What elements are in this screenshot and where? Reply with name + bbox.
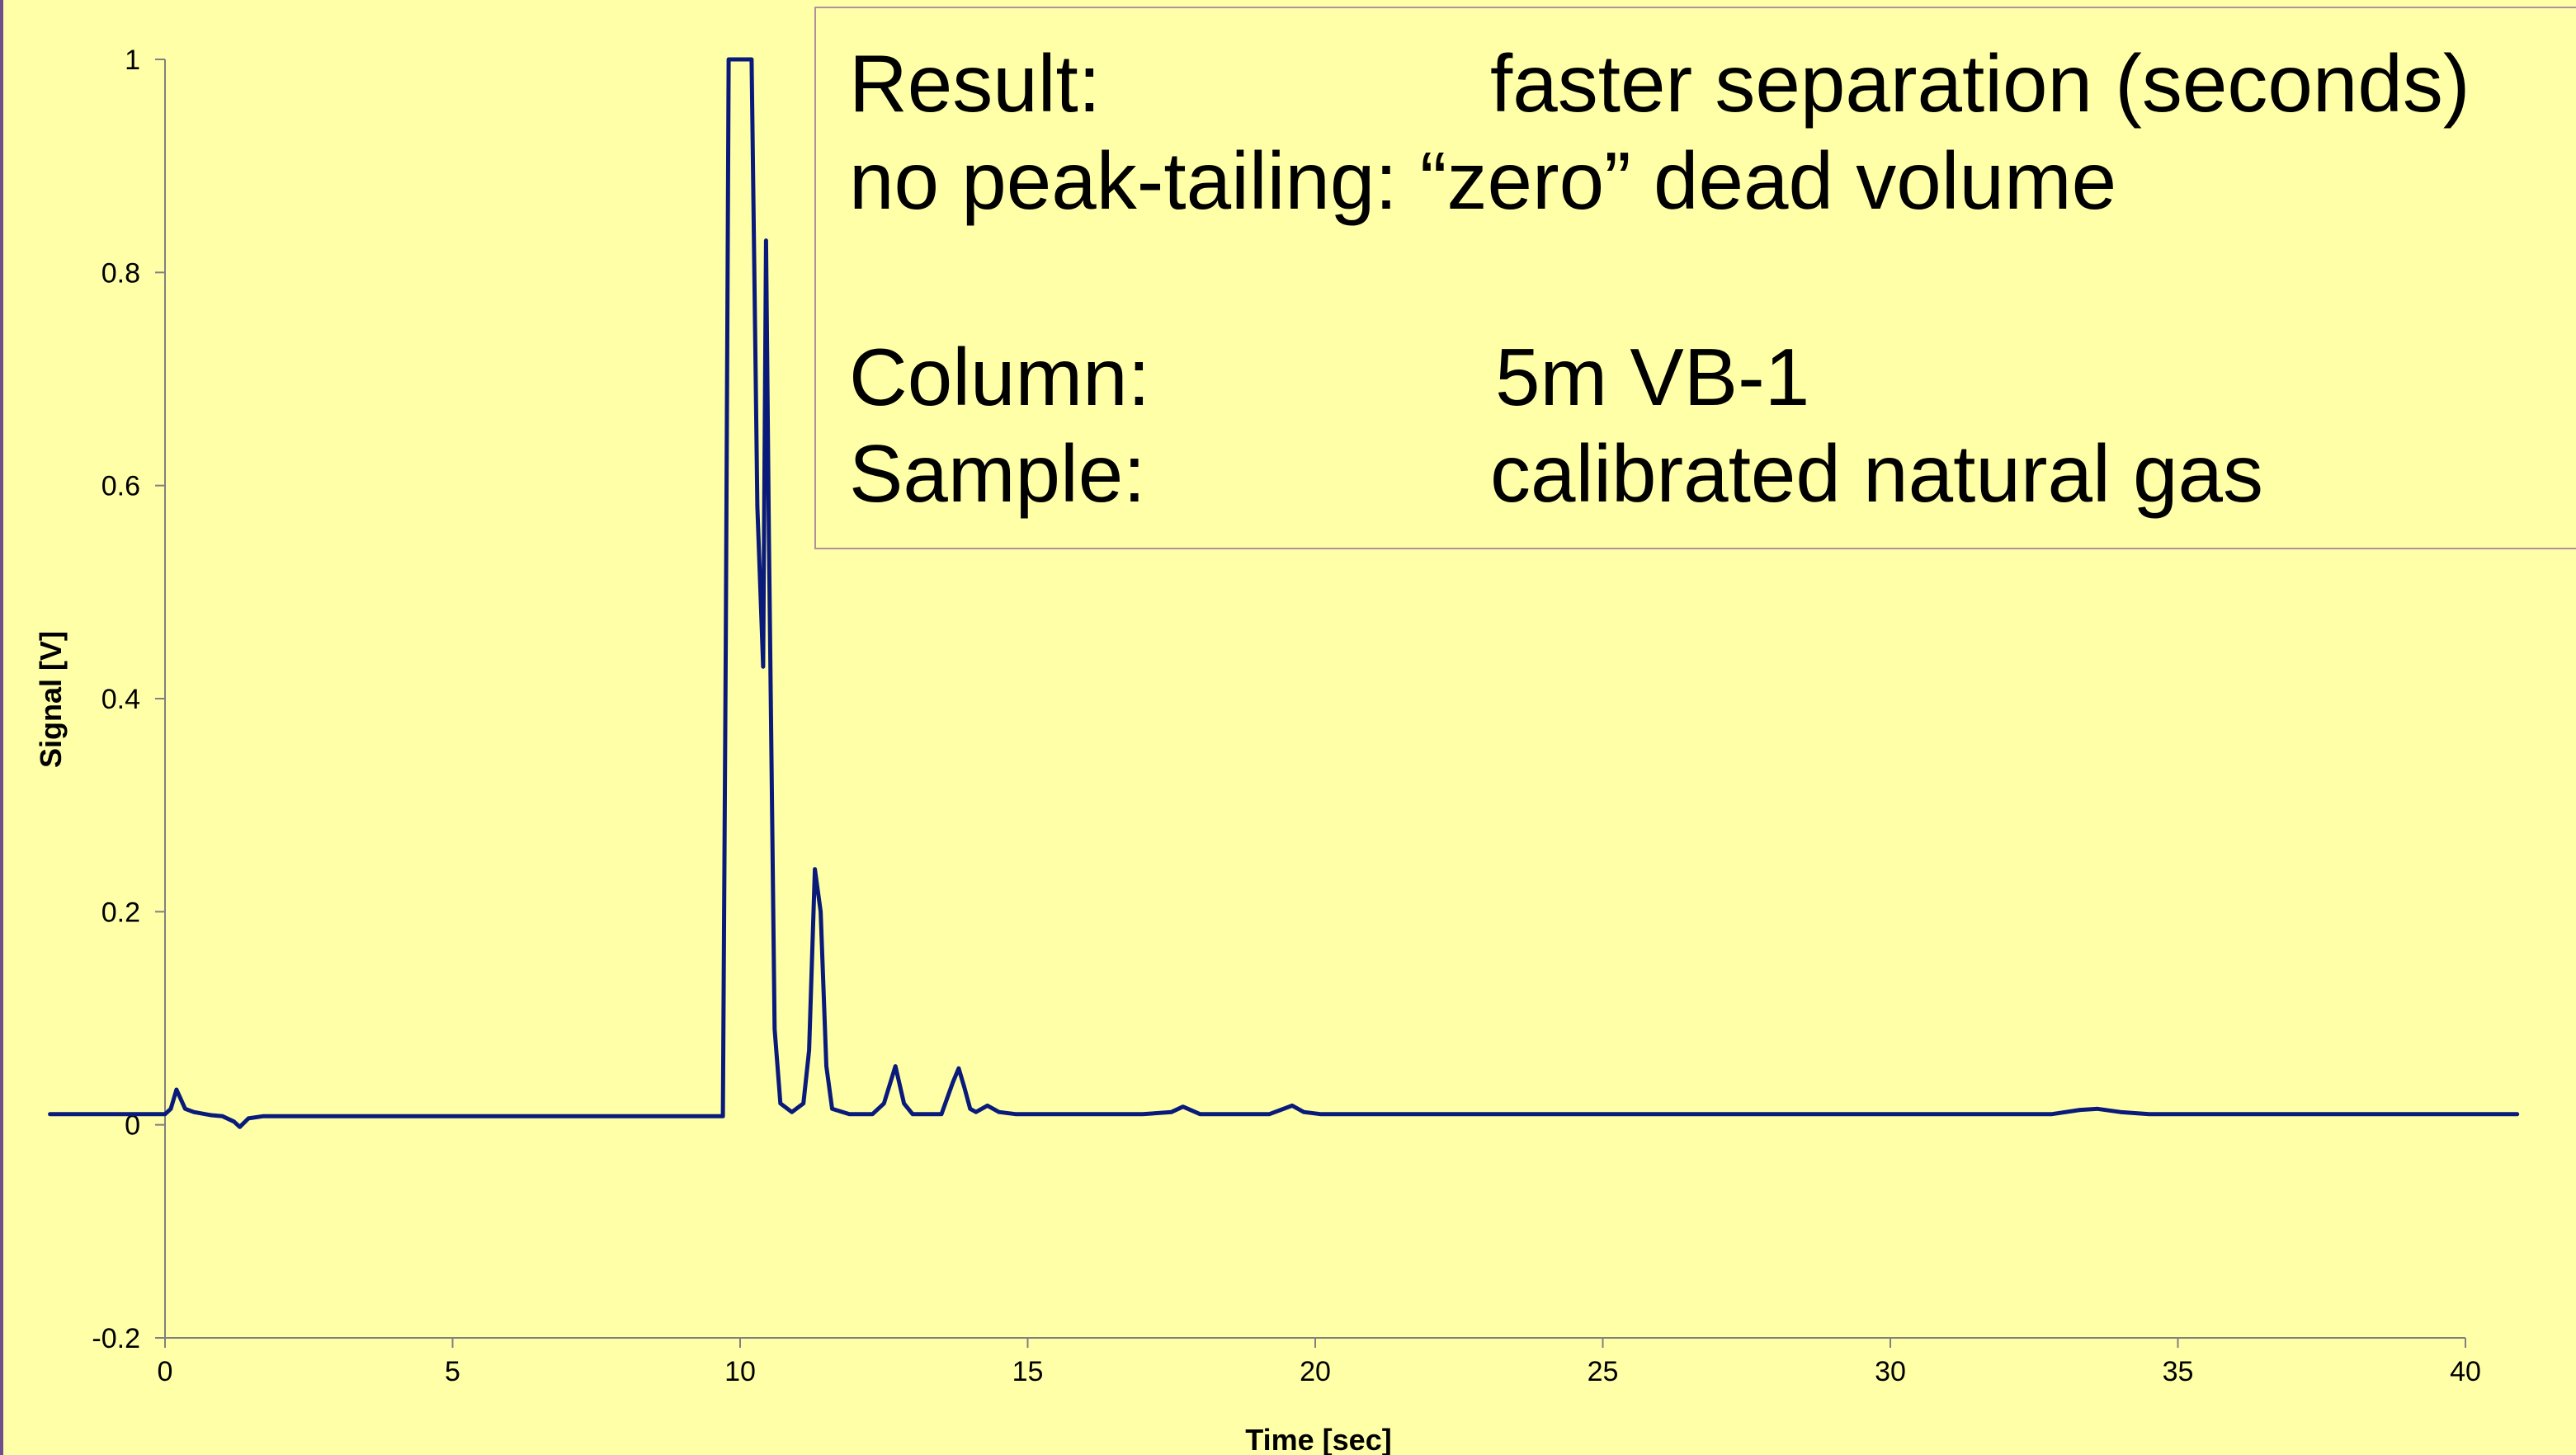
x-tick-label: 30 [1875, 1356, 1906, 1387]
slide-left-border [0, 0, 3, 1455]
y-tick-label: 0.6 [101, 471, 140, 502]
sample-value: calibrated natural gas [1490, 428, 2264, 519]
y-tick-label: 0.2 [101, 897, 140, 928]
result-value: faster separation (seconds) [1490, 38, 2470, 129]
signal-series-line [48, 57, 2520, 1129]
y-axis-title: Signal [V] [34, 631, 68, 768]
column-value: 5m VB-1 [1495, 332, 1810, 422]
x-tick-label: 35 [2163, 1356, 2194, 1387]
y-axis-ticks: -0.2 0 0.2 0.4 0.6 0.8 1 [92, 45, 165, 1354]
y-tick-label: 0.4 [101, 684, 140, 715]
x-axis-title: Time [sec] [1245, 1423, 1391, 1455]
x-tick-label: 40 [2450, 1356, 2481, 1387]
x-tick-label: 10 [724, 1356, 756, 1387]
y-tick-label: 1 [125, 45, 140, 76]
x-tick-label: 0 [158, 1356, 173, 1387]
x-tick-label: 25 [1588, 1356, 1619, 1387]
sample-label: Sample: [849, 428, 1146, 519]
y-tick-label: 0 [125, 1110, 140, 1142]
plot-area [48, 57, 2520, 1129]
tailing-line: no peak-tailing: “zero” dead volume [849, 135, 2117, 226]
x-tick-label: 15 [1012, 1356, 1044, 1387]
x-axis-ticks: 0 5 10 15 20 25 30 35 40 [158, 1338, 2481, 1387]
column-label: Column: [849, 332, 1150, 422]
x-tick-label: 5 [445, 1356, 460, 1387]
result-label: Result: [849, 38, 1102, 129]
x-tick-label: 20 [1300, 1356, 1331, 1387]
y-tick-label: -0.2 [92, 1323, 140, 1354]
annotation-textbox: Result: faster separation (seconds) no p… [814, 7, 2576, 549]
y-tick-label: 0.8 [101, 257, 140, 289]
